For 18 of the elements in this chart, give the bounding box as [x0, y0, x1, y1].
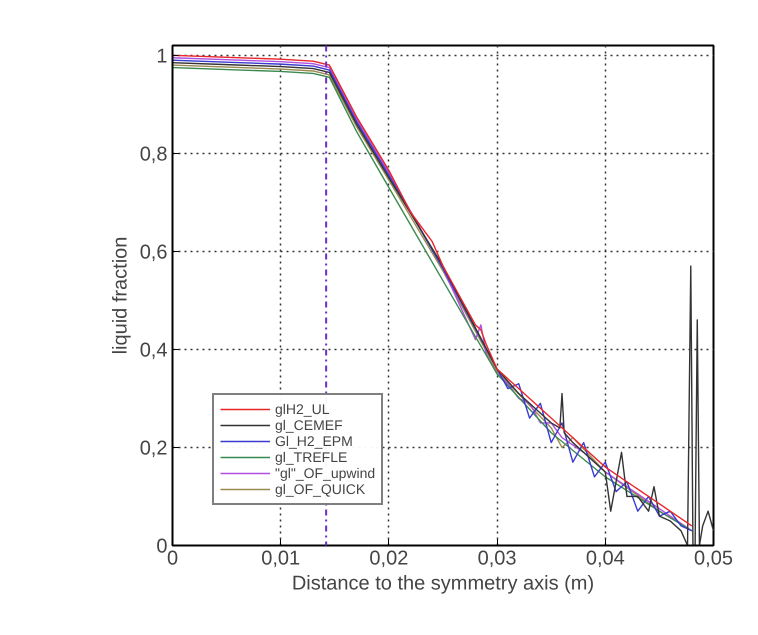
y-tick-label: 1	[156, 45, 168, 68]
legend-label: Gl_H2_EPM	[275, 433, 353, 449]
y-tick-label: 0,6	[140, 241, 168, 264]
x-tick-label: 0,05	[694, 548, 733, 570]
legend-label: gl_TREFLE	[275, 449, 348, 465]
legend-label: gl_CEMEF	[275, 417, 343, 433]
y-tick-label: 0,2	[140, 437, 168, 460]
y-tick-label: 0,8	[140, 143, 168, 166]
x-tick-label: 0,02	[369, 548, 408, 570]
x-tick-label: 0,04	[586, 548, 625, 570]
x-tick-label: 0,03	[478, 548, 517, 570]
x-tick-label: 0,01	[261, 548, 300, 570]
legend-label: gl_OF_QUICK	[275, 481, 366, 497]
y-axis-title: liquid fraction	[110, 236, 132, 354]
legend-label: "gl"_OF_upwind	[275, 465, 376, 481]
x-axis-title: Distance to the symmetry axis (m)	[292, 572, 594, 594]
legend-label: glH2_UL	[275, 401, 330, 417]
y-tick-label: 0,4	[140, 339, 168, 362]
